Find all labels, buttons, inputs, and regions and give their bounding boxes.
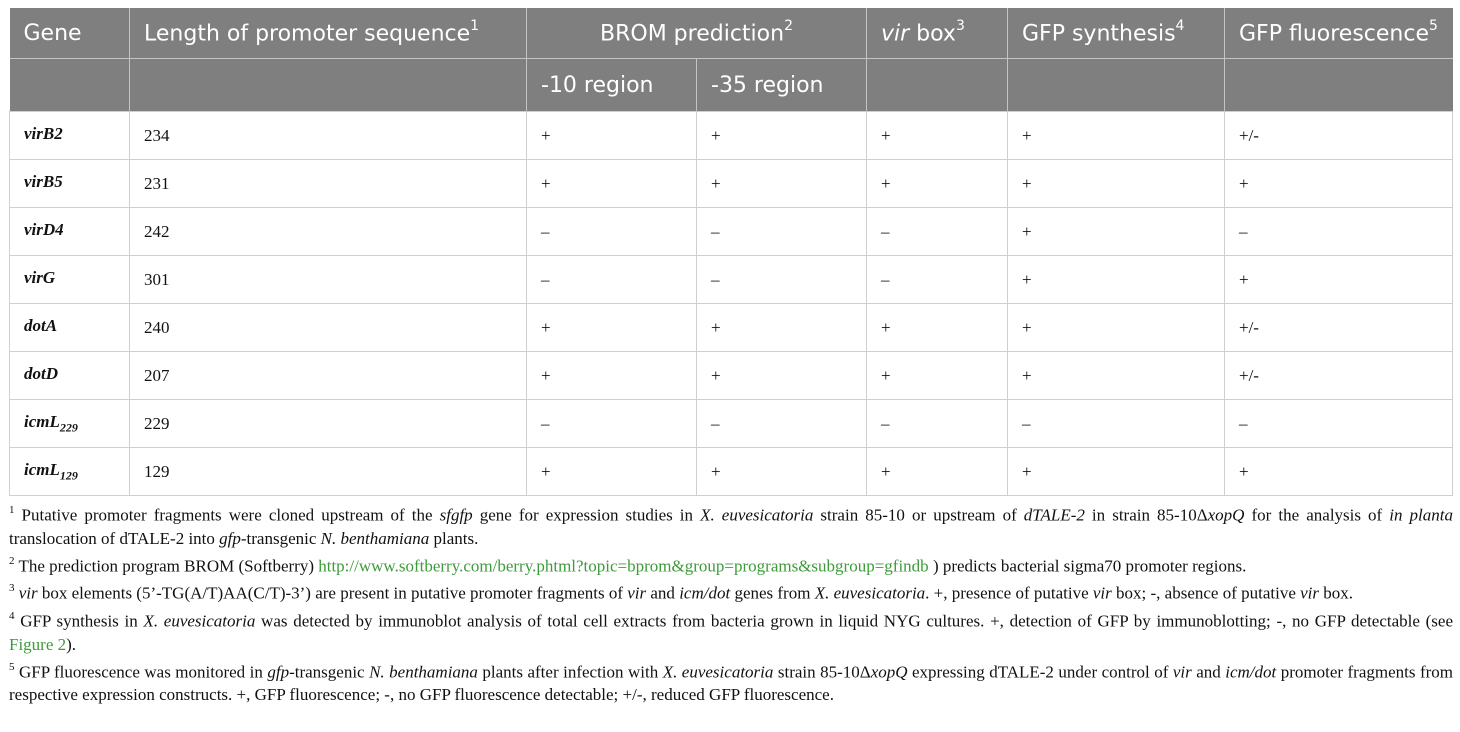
gene-cell: virD4 [9,207,130,256]
vir-box-cell: + [866,303,1008,352]
gfp-synthesis-cell: + [1007,351,1225,400]
gfp-fluorescence-cell: + [1224,255,1453,304]
region-35-cell: – [696,207,867,256]
header-region-10: -10 region [526,58,697,112]
length-cell: 129 [129,447,527,496]
table-row: dotD 207 + + + + +/- [9,351,1453,400]
header-empty-3 [866,58,1008,112]
header-empty-2 [129,58,527,112]
gene-cell: virG [9,255,130,304]
gfp-fluorescence-cell: + [1224,447,1453,496]
length-cell: 231 [129,159,527,208]
gene-cell: icmL129 [9,447,130,496]
vir-box-cell: + [866,111,1008,160]
vir-box-cell: + [866,447,1008,496]
table-row: virG 301 – – – + + [9,255,1453,304]
table-body: virB2 234 + + + + +/- virB5 231 + + + + … [9,111,1453,496]
gfp-fluorescence-cell: +/- [1224,111,1453,160]
vir-box-cell: – [866,255,1008,304]
length-cell: 229 [129,399,527,448]
header-empty-5 [1224,58,1453,112]
gfp-fluorescence-cell: – [1224,207,1453,256]
vir-box-cell: + [866,159,1008,208]
region-10-cell: + [526,447,697,496]
footnote-5: 5 GFP fluorescence was monitored in gfp-… [9,660,1453,705]
region-10-cell: + [526,303,697,352]
gfp-fluorescence-cell: +/- [1224,303,1453,352]
header-vir-box: vir box3 [866,8,1008,59]
region-10-cell: – [526,207,697,256]
length-cell: 242 [129,207,527,256]
region-35-cell: – [696,255,867,304]
gfp-synthesis-cell: + [1007,159,1225,208]
header-region-35: -35 region [696,58,867,112]
gfp-synthesis-cell: + [1007,207,1225,256]
gfp-synthesis-cell: + [1007,255,1225,304]
footnote-2: 2 The prediction program BROM (Softberry… [9,554,1247,576]
gfp-synthesis-cell: + [1007,111,1225,160]
header-gfp-synthesis: GFP synthesis4 [1007,8,1225,59]
vir-box-cell: – [866,399,1008,448]
header-brom-prediction: BROM prediction2 [526,8,867,59]
table-row: dotA 240 + + + + +/- [9,303,1453,352]
table-row: icmL229 229 – – – – – [9,399,1453,448]
vir-box-cell: + [866,351,1008,400]
region-35-cell: + [696,447,867,496]
footnote-1: 1 Putative promoter fragments were clone… [9,504,1454,548]
gfp-synthesis-cell: + [1007,303,1225,352]
gfp-fluorescence-cell: + [1224,159,1453,208]
length-cell: 301 [129,255,527,304]
footnote-4: 4 GFP synthesis in X. euvesicatoria was … [9,609,1453,654]
figure-2-link[interactable]: Figure 2 [9,634,67,654]
gene-cell: dotA [9,303,130,352]
header-gene: Gene [9,8,130,59]
table-row: virB2 234 + + + + +/- [9,111,1453,160]
table-row: icmL129 129 + + + + + [9,447,1453,496]
region-10-cell: + [526,111,697,160]
table-row: virD4 242 – – – + – [9,207,1453,256]
region-10-cell: + [526,159,697,208]
length-cell: 207 [129,351,527,400]
promoter-table: Gene Length of promoter sequence1 BROM p… [9,8,1453,496]
gfp-fluorescence-cell: +/- [1224,351,1453,400]
header-empty-1 [9,58,130,112]
region-10-cell: + [526,351,697,400]
gene-cell: virB5 [9,159,130,208]
region-35-cell: + [696,303,867,352]
region-35-cell: + [696,159,867,208]
header-row-1: Gene Length of promoter sequence1 BROM p… [9,8,1453,59]
header-length: Length of promoter sequence1 [129,8,527,59]
length-cell: 234 [129,111,527,160]
gfp-synthesis-cell: + [1007,447,1225,496]
gene-cell: dotD [9,351,130,400]
header-gfp-fluorescence: GFP fluorescence5 [1224,8,1453,59]
gfp-fluorescence-cell: – [1224,399,1453,448]
gene-cell: icmL229 [9,399,130,448]
table-row: virB5 231 + + + + + [9,159,1453,208]
header-empty-4 [1007,58,1225,112]
bprom-link[interactable]: http://www.softberry.com/berry.phtml?top… [318,556,929,576]
footnotes: 1 Putative promoter fragments were clone… [9,500,1453,707]
footnote-3: 3 vir box elements (5’-TG(A/T)AA(C/T)-3’… [9,582,1354,603]
region-35-cell: – [696,399,867,448]
length-cell: 240 [129,303,527,352]
region-10-cell: – [526,399,697,448]
region-35-cell: + [696,351,867,400]
table-header: Gene Length of promoter sequence1 BROM p… [9,8,1453,112]
gene-cell: virB2 [9,111,130,160]
gfp-synthesis-cell: – [1007,399,1225,448]
header-row-2: -10 region -35 region [9,58,1453,112]
vir-box-cell: – [866,207,1008,256]
region-10-cell: – [526,255,697,304]
region-35-cell: + [696,111,867,160]
